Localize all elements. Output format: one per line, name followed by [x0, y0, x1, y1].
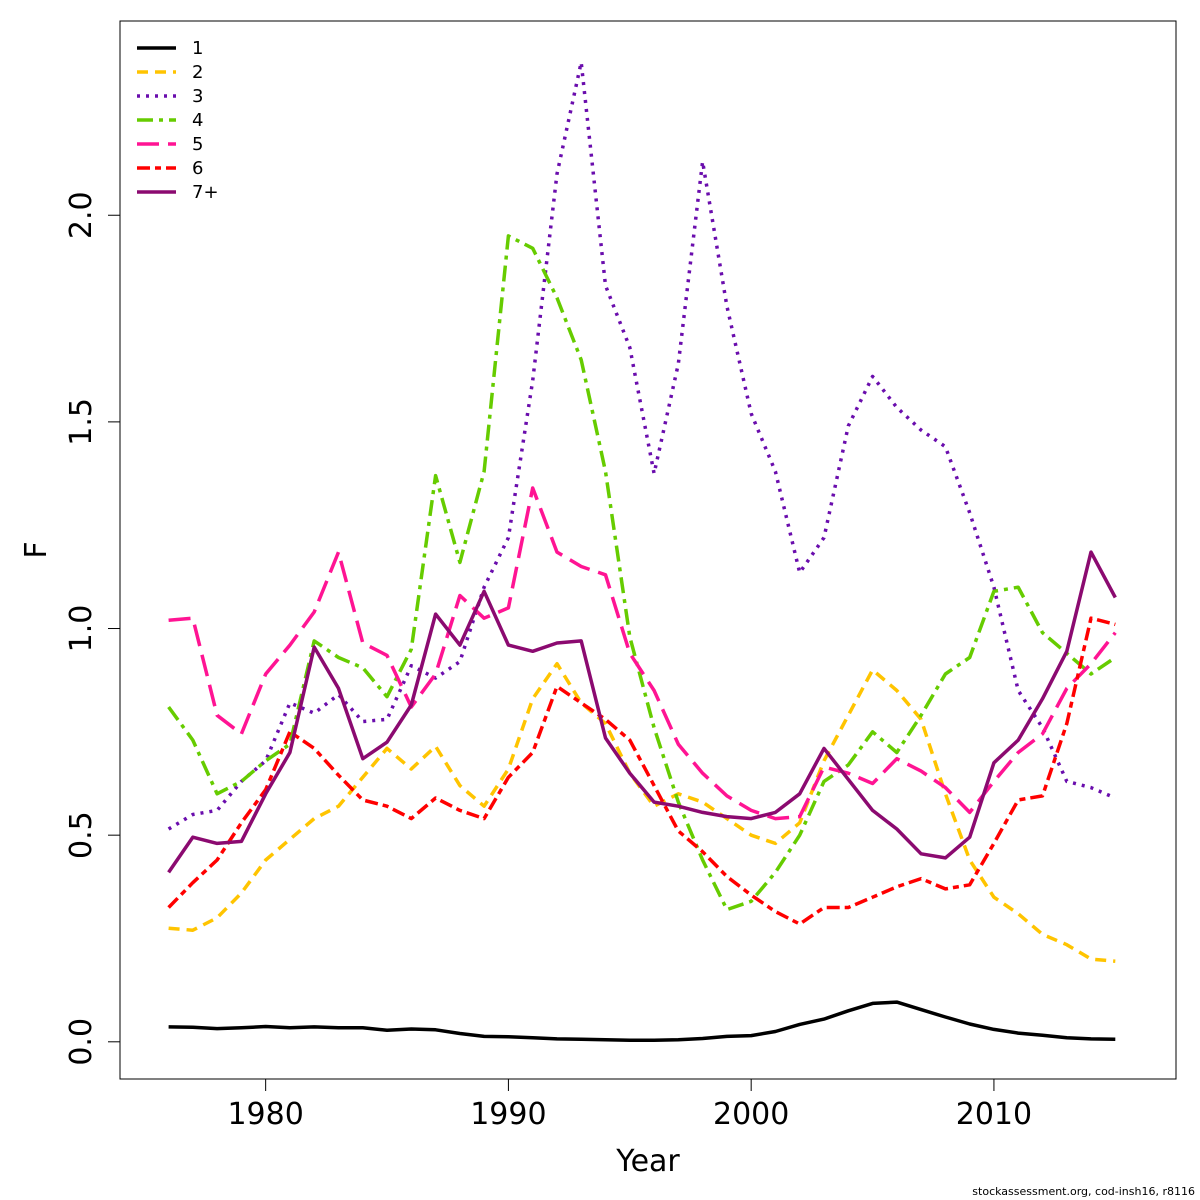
credit-text: stockassessment.org, cod-insh16, r8116: [972, 1185, 1195, 1198]
y-axis-title: F: [19, 541, 54, 558]
legend: 1 2 3 4 5 6 7+: [137, 38, 219, 203]
y-tick-label-0: 0.0: [64, 1018, 99, 1066]
series-line-5: [168, 486, 1117, 821]
legend-label-3: 3: [192, 86, 203, 107]
plot-frame: [119, 20, 1177, 1080]
legend-label-5: 5: [192, 134, 203, 155]
y-tick-label-0.5: 0.5: [64, 811, 99, 859]
series-line-6: [167, 616, 1116, 926]
legend-label-4: 4: [192, 110, 203, 131]
series-lines: [167, 60, 1117, 1042]
series-line-4: [167, 234, 1117, 912]
series-line-7plus: [167, 550, 1117, 874]
legend-label-1: 1: [192, 38, 203, 59]
x-axis-title: Year: [615, 1144, 680, 1179]
series-line-1: [168, 1000, 1116, 1042]
x-tick-label-1980: 1980: [227, 1097, 303, 1132]
y-tick-label-2: 2.0: [64, 191, 99, 239]
x-axis: 1980 1990 2000 2010: [227, 1079, 1032, 1132]
x-tick-label-2010: 2010: [956, 1097, 1032, 1132]
legend-label-6: 6: [192, 158, 203, 179]
legend-label-2: 2: [192, 62, 203, 83]
x-tick-label-1990: 1990: [470, 1097, 546, 1132]
y-tick-label-1: 1.0: [64, 605, 99, 653]
series-line-2: [168, 661, 1116, 963]
x-tick-label-2000: 2000: [713, 1097, 789, 1132]
legend-label-7plus: 7+: [192, 182, 219, 203]
series-line-3: [167, 60, 1116, 831]
y-axis: 0.0 0.5 1.0 1.5 2.0: [64, 191, 120, 1066]
y-tick-label-1.5: 1.5: [64, 398, 99, 446]
